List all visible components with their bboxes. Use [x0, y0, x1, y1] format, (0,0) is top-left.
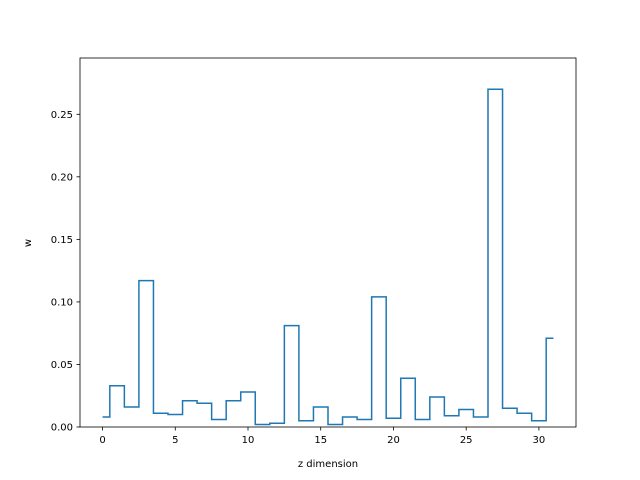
y-axis-ticks: 0.00 0.05 0.10 0.15 0.20 0.25 [51, 110, 80, 434]
x-axis-ticks: 0 5 10 15 20 25 30 [99, 427, 545, 446]
y-tick-label: 0.05 [51, 360, 73, 371]
x-tick-label: 0 [99, 435, 105, 446]
y-tick-label: 0.20 [51, 172, 73, 183]
y-axis-label: w [23, 239, 34, 247]
x-tick-label: 10 [242, 435, 255, 446]
y-tick-label: 0.25 [51, 110, 73, 121]
axes-frame [79, 57, 577, 428]
series-step-line [102, 88, 554, 426]
y-tick-label: 0.15 [51, 235, 73, 246]
x-axis-label: z dimension [298, 459, 358, 470]
plot-area [102, 88, 554, 426]
y-tick-label: 0.10 [51, 297, 73, 308]
y-tick-label: 0.00 [51, 423, 73, 434]
x-tick-label: 20 [387, 435, 400, 446]
x-tick-label: 30 [533, 435, 546, 446]
x-tick-label: 25 [460, 435, 473, 446]
x-tick-label: 5 [172, 435, 178, 446]
x-tick-label: 15 [314, 435, 327, 446]
